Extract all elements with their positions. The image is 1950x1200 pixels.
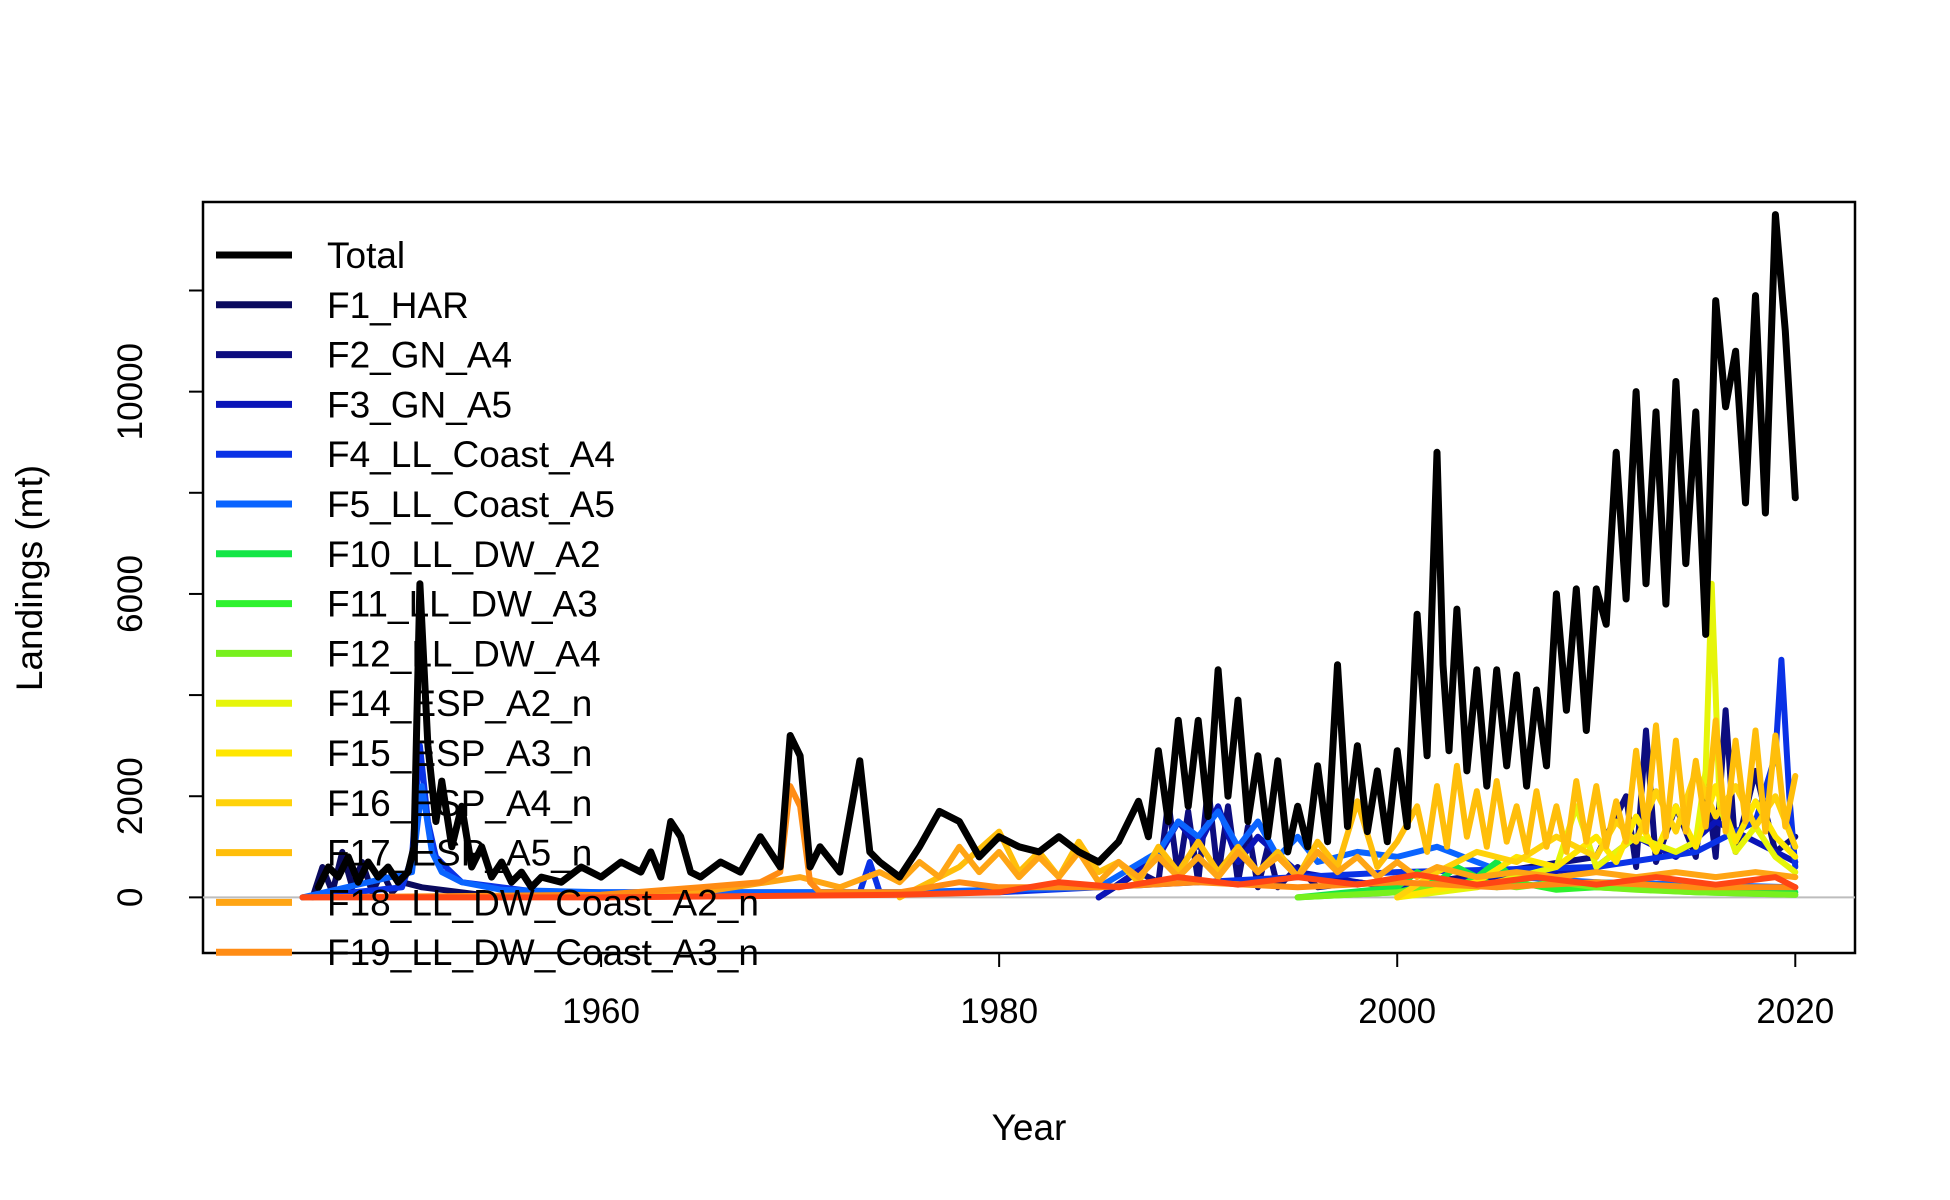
x-axis-title: Year xyxy=(992,1107,1067,1148)
legend-label: F12_LL_DW_A4 xyxy=(327,633,601,674)
legend-label: F2_GN_A4 xyxy=(327,335,512,376)
legend: Total F1_HAR F2_GN_A4 F3_GN_A5 F4_LL_Coast_A… xyxy=(216,235,759,973)
x-axis: 1960 1980 2000 2020 xyxy=(562,953,1834,1031)
legend-label: F11_LL_DW_A3 xyxy=(327,584,598,625)
series-line-f17-esp-a5-n xyxy=(896,717,1799,901)
series-line-f18-ll-dw-coast-a2-n xyxy=(598,843,1799,901)
y-tick-label: 2000 xyxy=(111,757,150,835)
legend-label: F4_LL_Coast_A4 xyxy=(327,434,615,475)
series-line-total xyxy=(314,211,1799,891)
legend-label: F15_ESP_A3_n xyxy=(327,733,592,774)
legend-label: F5_LL_Coast_A5 xyxy=(327,484,615,525)
legend-label: F3_GN_A5 xyxy=(327,384,512,425)
y-tick-label: 6000 xyxy=(111,555,150,633)
legend-label: F17_ESP_A5_n xyxy=(327,833,592,874)
x-tick-label: 2020 xyxy=(1756,992,1834,1031)
y-axis-title: Landings (mt) xyxy=(9,465,50,691)
legend-label: F19_LL_DW_Coast_A3_n xyxy=(327,932,759,973)
series-lines xyxy=(299,211,1799,901)
legend-label: F1_HAR xyxy=(327,285,469,326)
legend-label: F18_LL_DW_Coast_A2_n xyxy=(327,882,759,923)
legend-label: F16_ESP_A4_n xyxy=(327,783,592,824)
y-tick-label: 10000 xyxy=(111,343,150,440)
legend-label: F14_ESP_A2_n xyxy=(327,683,592,724)
y-tick-label: 0 xyxy=(111,888,150,907)
x-tick-label: 1980 xyxy=(960,992,1038,1031)
legend-label: Total xyxy=(327,235,405,276)
series-line-unlabeled xyxy=(299,871,1799,901)
x-tick-label: 1960 xyxy=(562,992,640,1031)
plot-frame xyxy=(201,200,1857,955)
y-axis: 0 2000 6000 10000 xyxy=(111,289,203,907)
legend-label: F10_LL_DW_A2 xyxy=(327,534,601,575)
x-tick-label: 2000 xyxy=(1358,992,1436,1031)
